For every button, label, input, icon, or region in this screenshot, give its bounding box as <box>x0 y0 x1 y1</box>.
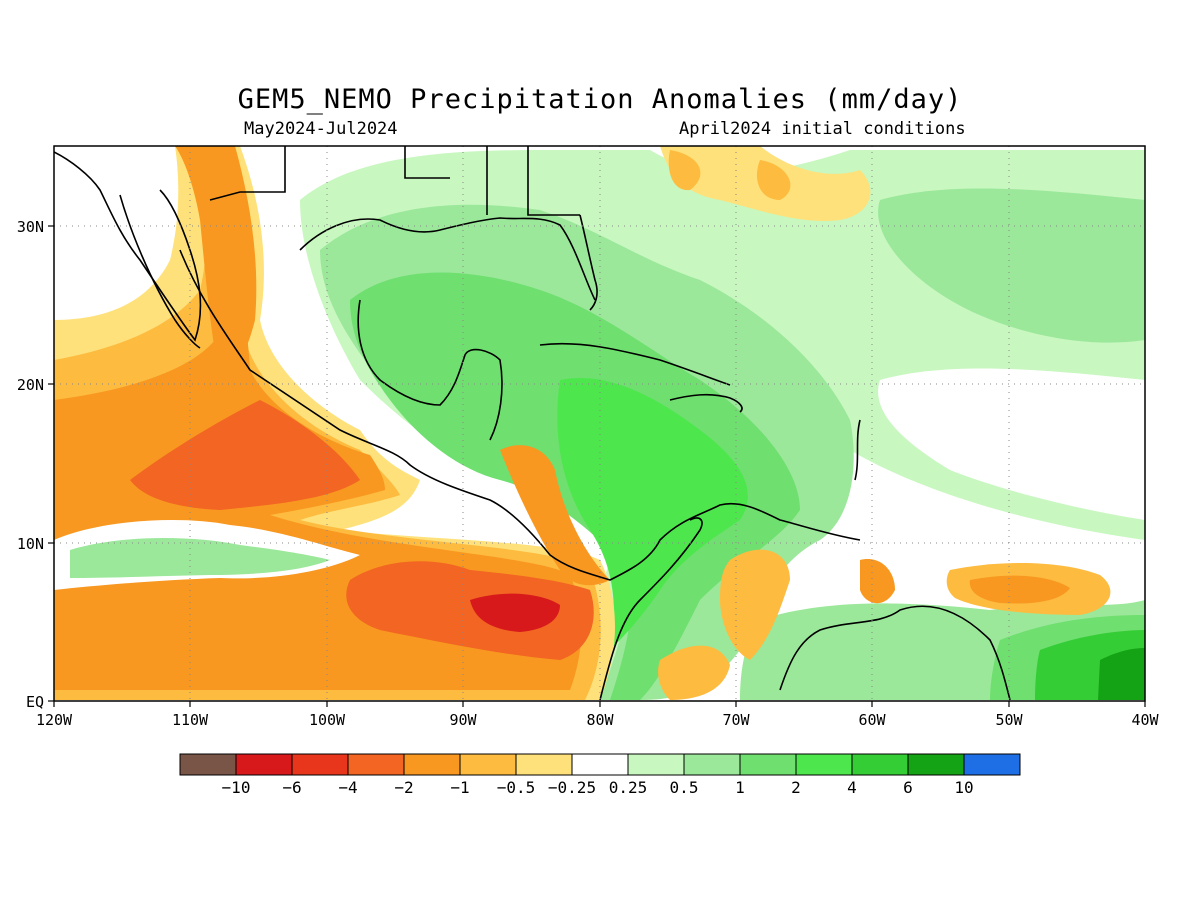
tick-marks <box>48 225 1146 707</box>
colorbar-swatch <box>571 753 629 776</box>
colorbar-swatch <box>739 753 797 776</box>
lon-labels: 120W 110W 100W 90W 80W 70W 60W 50W 40W <box>36 711 1160 729</box>
colorbar-label: 1 <box>735 778 745 797</box>
lon-tick-label: 80W <box>586 711 614 729</box>
subtitle-initial-conditions: April2024 initial conditions <box>679 119 966 139</box>
coastlines <box>54 146 1011 701</box>
lon-tick-label: 40W <box>1131 711 1159 729</box>
colorbar-swatch <box>403 753 461 776</box>
lon-tick-label: 100W <box>309 711 346 729</box>
colorbar-swatch <box>291 753 349 776</box>
colorbar-swatch <box>459 753 517 776</box>
lon-tick-label: 70W <box>722 711 750 729</box>
colorbar-swatch <box>515 753 573 776</box>
graticule <box>54 146 1145 701</box>
colorbar-label: −4 <box>338 778 357 797</box>
colorbar-label: 10 <box>954 778 973 797</box>
lat-tick-label: 20N <box>17 376 44 394</box>
map-title: GEM5_NEMO Precipitation Anomalies (mm/da… <box>237 84 963 115</box>
lat-tick-label: 10N <box>17 535 44 553</box>
colorbar-label: −0.5 <box>497 778 536 797</box>
colorbar-swatch <box>347 753 405 776</box>
colorbar-label: −2 <box>394 778 413 797</box>
colorbar-swatch <box>851 753 909 776</box>
lon-tick-label: 90W <box>449 711 477 729</box>
colorbar-swatch <box>235 753 293 776</box>
subtitle-period: May2024-Jul2024 <box>244 119 398 139</box>
colorbar-swatch <box>795 753 853 776</box>
lon-tick-label: 50W <box>995 711 1023 729</box>
anomaly-field <box>54 146 1145 701</box>
colorbar-swatch <box>963 753 1021 776</box>
colorbar-label: −6 <box>282 778 301 797</box>
lat-tick-label: EQ <box>26 693 44 711</box>
colorbar-swatch <box>683 753 741 776</box>
lat-tick-label: 30N <box>17 218 44 236</box>
lon-tick-label: 120W <box>36 711 73 729</box>
colorbar-label: 0.25 <box>609 778 648 797</box>
colorbar-swatch <box>627 753 685 776</box>
colorbar-swatch <box>907 753 965 776</box>
colorbar-label: 2 <box>791 778 801 797</box>
lon-tick-label: 60W <box>858 711 886 729</box>
colorbar-label: −1 <box>450 778 469 797</box>
colorbar-labels: −10 −6 −4 −2 −1 −0.5 −0.25 0.25 0.5 1 2 4 6 10 <box>222 778 974 797</box>
colorbar-label: 0.5 <box>670 778 699 797</box>
colorbar-label: −0.25 <box>548 778 596 797</box>
colorbar-label: 6 <box>903 778 913 797</box>
lat-labels: EQ 10N 20N 30N <box>17 218 44 711</box>
colorbar-label: 4 <box>847 778 857 797</box>
colorbar <box>179 753 1021 776</box>
colorbar-label: −10 <box>222 778 251 797</box>
colorbar-swatch <box>179 753 237 776</box>
lon-tick-label: 110W <box>172 711 209 729</box>
